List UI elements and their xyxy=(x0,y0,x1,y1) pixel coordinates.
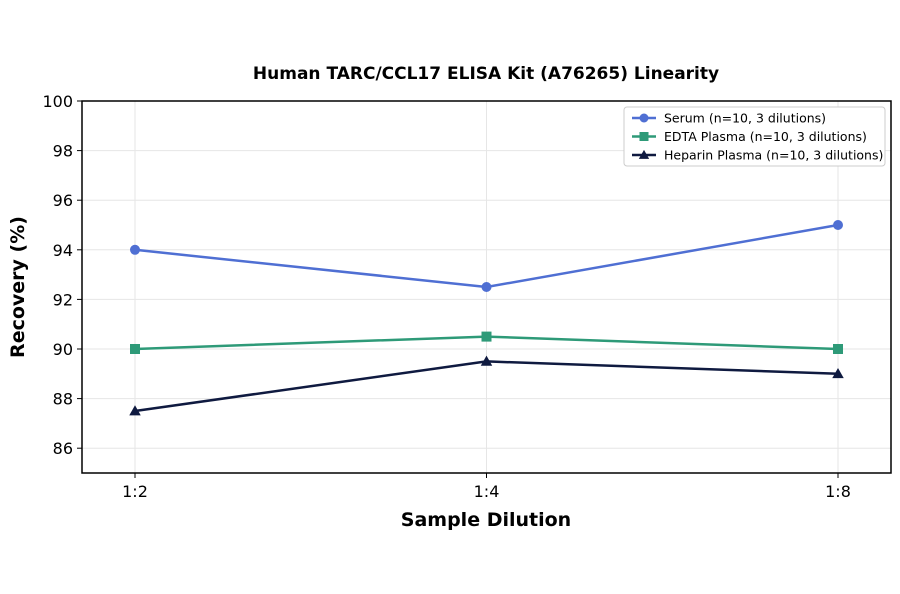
x-tick-label: 1:4 xyxy=(474,482,500,501)
y-tick-label: 100 xyxy=(42,92,73,111)
legend-item: Serum (n=10, 3 dilutions) xyxy=(632,111,826,126)
legend-label: Serum (n=10, 3 dilutions) xyxy=(664,111,826,126)
data-point xyxy=(130,244,140,255)
data-point xyxy=(481,331,492,342)
y-tick-label: 88 xyxy=(53,390,73,409)
data-point xyxy=(129,405,141,416)
series-layer xyxy=(129,220,844,416)
legend-swatch-marker xyxy=(639,113,649,123)
series-2 xyxy=(129,355,844,416)
y-tick-label: 92 xyxy=(53,290,73,309)
series-1 xyxy=(130,331,843,354)
legend-swatch-marker xyxy=(639,132,649,141)
data-point xyxy=(130,344,140,354)
data-point xyxy=(481,282,492,292)
series-0 xyxy=(130,220,843,292)
legend-item: Heparin Plasma (n=10, 3 dilutions) xyxy=(632,148,883,163)
legend: Serum (n=10, 3 dilutions) EDTA Plasma (n=… xyxy=(623,106,886,167)
y-tick-label: 98 xyxy=(53,142,73,161)
y-tick-label: 86 xyxy=(53,439,73,458)
x-tick-label: 1:8 xyxy=(825,482,851,501)
data-point xyxy=(833,220,843,230)
legend-swatch-marker xyxy=(638,149,650,159)
y-tick-label: 96 xyxy=(53,191,73,210)
y-axis-title: Recovery (%) xyxy=(7,216,29,358)
x-axis-title: Sample Dilution xyxy=(401,509,571,531)
data-point xyxy=(832,368,844,379)
x-tick-label: 1:2 xyxy=(122,482,148,501)
data-point xyxy=(833,344,843,354)
legend-item: EDTA Plasma (n=10, 3 dilutions) xyxy=(632,129,867,144)
axis-ticks: 86 88 90 92 94 96 98 100 1:2 1:4 1:8 xyxy=(42,92,850,501)
chart-title: Human TARC/CCL17 ELISA Kit (A76265) Line… xyxy=(253,64,719,84)
data-point xyxy=(480,355,493,366)
legend-box xyxy=(623,106,886,167)
y-tick-label: 94 xyxy=(53,241,73,260)
legend-label: Heparin Plasma (n=10, 3 dilutions) xyxy=(664,148,883,163)
legend-label: EDTA Plasma (n=10, 3 dilutions) xyxy=(664,129,867,144)
y-tick-label: 90 xyxy=(53,340,73,359)
